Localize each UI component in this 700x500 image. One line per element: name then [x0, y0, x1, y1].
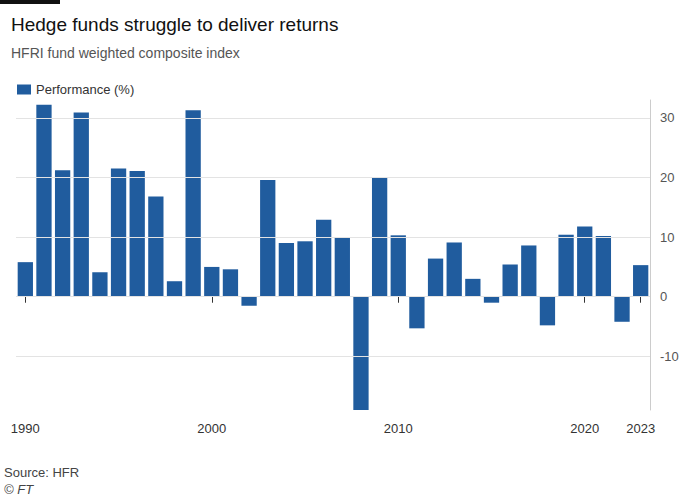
- svg-text:2010: 2010: [384, 421, 413, 436]
- svg-text:10: 10: [660, 230, 674, 245]
- svg-text:Hedge funds struggle to delive: Hedge funds struggle to deliver returns: [11, 14, 338, 35]
- svg-text:© FT: © FT: [4, 482, 34, 497]
- svg-text:-10: -10: [660, 349, 679, 364]
- svg-text:HFRI fund weighted composite i: HFRI fund weighted composite index: [11, 45, 240, 61]
- svg-text:2020: 2020: [570, 421, 599, 436]
- svg-text:2023: 2023: [626, 421, 655, 436]
- svg-text:20: 20: [660, 170, 674, 185]
- svg-text:Source: HFR: Source: HFR: [4, 465, 79, 480]
- svg-text:2000: 2000: [197, 421, 226, 436]
- svg-text:Performance (%): Performance (%): [36, 82, 134, 97]
- svg-text:30: 30: [660, 110, 674, 125]
- svg-text:1990: 1990: [11, 421, 40, 436]
- svg-text:0: 0: [660, 289, 667, 304]
